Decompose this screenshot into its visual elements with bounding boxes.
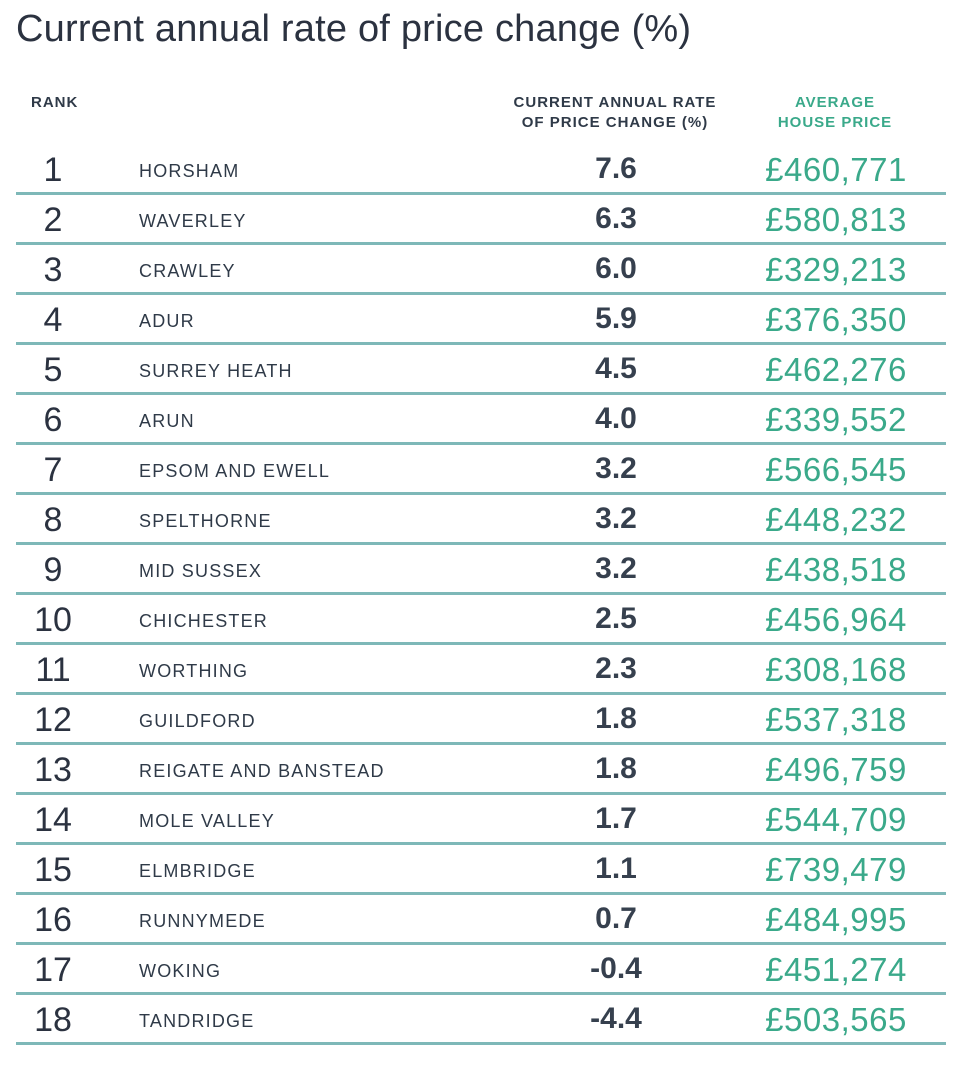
rate-value: 3.2 xyxy=(595,452,637,485)
rank-cell: 11 xyxy=(35,651,71,689)
district-name: EPSOM AND EWELL xyxy=(139,461,331,481)
price-value: £438,518 xyxy=(765,551,907,588)
rank-cell: 1 xyxy=(43,151,63,189)
district-name: SPELTHORNE xyxy=(139,511,272,531)
rate-value: 6.0 xyxy=(595,252,637,285)
table-row: 12 GUILDFORD 1.8 £537,318 xyxy=(16,695,946,745)
table-row: 9 MID SUSSEX 3.2 £438,518 xyxy=(16,545,946,595)
rate-value: 4.5 xyxy=(595,352,637,385)
rate-value: 2.5 xyxy=(595,602,637,635)
table-row: 6 ARUN 4.0 £339,552 xyxy=(16,395,946,445)
district-name: MOLE VALLEY xyxy=(139,811,275,831)
price-value: £462,276 xyxy=(765,351,907,388)
price-value: £339,552 xyxy=(765,401,907,438)
table-row: 14 MOLE VALLEY 1.7 £544,709 xyxy=(16,795,946,845)
table-row: 10 CHICHESTER 2.5 £456,964 xyxy=(16,595,946,645)
rank-cell: 9 xyxy=(43,551,63,589)
price-value: £329,213 xyxy=(765,251,907,288)
table-row: 15 ELMBRIDGE 1.1 £739,479 xyxy=(16,845,946,895)
ranking-table: 1 HORSHAM 7.6 £460,771 2 WAVERLEY 6.3 £580,813 3… xyxy=(16,145,946,1045)
table-row: 17 WOKING -0.4 £451,274 xyxy=(16,945,946,995)
rate-value: 0.7 xyxy=(595,902,637,935)
table-row: 7 EPSOM AND EWELL 3.2 £566,545 xyxy=(16,445,946,495)
district-name: ELMBRIDGE xyxy=(139,861,256,881)
price-value: £580,813 xyxy=(765,201,907,238)
table-row: 18 TANDRIDGE -4.4 £503,565 xyxy=(16,995,946,1045)
rank-cell: 12 xyxy=(34,701,72,739)
price-value: £484,995 xyxy=(765,901,907,938)
price-value: £496,759 xyxy=(765,751,907,788)
table-row: 1 HORSHAM 7.6 £460,771 xyxy=(16,145,946,195)
rate-value: 3.2 xyxy=(595,552,637,585)
price-value: £537,318 xyxy=(765,701,907,738)
table-row: 16 RUNNYMEDE 0.7 £484,995 xyxy=(16,895,946,945)
price-value: £308,168 xyxy=(765,651,907,688)
district-name: ARUN xyxy=(139,411,195,431)
table-row: 2 WAVERLEY 6.3 £580,813 xyxy=(16,195,946,245)
rank-cell: 17 xyxy=(34,951,72,989)
price-value: £503,565 xyxy=(765,1001,907,1038)
rank-cell: 5 xyxy=(43,351,63,389)
rate-value: 2.3 xyxy=(595,652,637,685)
rate-value: 7.6 xyxy=(595,152,637,185)
rank-cell: 14 xyxy=(34,801,72,839)
rank-cell: 15 xyxy=(34,851,72,889)
rank-cell: 7 xyxy=(43,451,63,489)
district-name: HORSHAM xyxy=(139,161,240,181)
rank-cell: 8 xyxy=(43,501,63,539)
header-rate-line1: CURRENT ANNUAL RATE xyxy=(513,94,717,111)
rate-value: 3.2 xyxy=(595,502,637,535)
rank-cell: 16 xyxy=(34,901,72,939)
price-value: £376,350 xyxy=(765,301,907,338)
price-value: £544,709 xyxy=(765,801,907,838)
district-name: REIGATE AND BANSTEAD xyxy=(139,761,385,781)
price-value: £460,771 xyxy=(765,151,907,188)
district-name: WAVERLEY xyxy=(139,211,247,231)
rank-cell: 2 xyxy=(43,201,63,239)
table-row: 3 CRAWLEY 6.0 £329,213 xyxy=(16,245,946,295)
price-value: £448,232 xyxy=(765,501,907,538)
price-value: £456,964 xyxy=(765,601,907,638)
rate-value: 4.0 xyxy=(595,402,637,435)
header-rate-line2: OF PRICE CHANGE (%) xyxy=(521,114,709,131)
district-name: SURREY HEATH xyxy=(139,361,293,381)
price-value: £451,274 xyxy=(765,951,907,988)
rank-cell: 6 xyxy=(43,401,63,439)
district-name: CRAWLEY xyxy=(139,261,236,281)
rank-cell: 18 xyxy=(34,1001,72,1039)
table-row: 11 WORTHING 2.3 £308,168 xyxy=(16,645,946,695)
rate-value: 1.8 xyxy=(595,702,637,735)
district-name: TANDRIDGE xyxy=(139,1011,255,1031)
district-name: RUNNYMEDE xyxy=(139,911,266,931)
table-row: 5 SURREY HEATH 4.5 £462,276 xyxy=(16,345,946,395)
rate-value: -4.4 xyxy=(590,1002,642,1035)
rate-value: 1.8 xyxy=(595,752,637,785)
rate-value: 1.1 xyxy=(595,852,637,885)
rate-value: -0.4 xyxy=(590,952,642,985)
table-row: 8 SPELTHORNE 3.2 £448,232 xyxy=(16,495,946,545)
price-value: £739,479 xyxy=(765,851,907,888)
rate-value: 6.3 xyxy=(595,202,637,235)
rank-cell: 4 xyxy=(43,301,63,339)
district-name: CHICHESTER xyxy=(139,611,269,631)
header-price: AVERAGE HOUSE PRICE xyxy=(750,93,920,133)
header-rate: CURRENT ANNUAL RATE OF PRICE CHANGE (%) xyxy=(495,93,735,133)
table-row: 4 ADUR 5.9 £376,350 xyxy=(16,295,946,345)
rank-cell: 10 xyxy=(34,601,72,639)
rank-cell: 13 xyxy=(34,751,72,789)
price-value: £566,545 xyxy=(765,451,907,488)
header-price-line1: AVERAGE xyxy=(794,94,876,111)
district-name: MID SUSSEX xyxy=(139,561,263,581)
district-name: GUILDFORD xyxy=(139,711,256,731)
rate-value: 5.9 xyxy=(595,302,637,335)
header-rank: RANK xyxy=(31,94,79,111)
rate-value: 1.7 xyxy=(595,802,637,835)
chart-title: Current annual rate of price change (%) xyxy=(16,8,692,50)
table-row: 13 REIGATE AND BANSTEAD 1.8 £496,759 xyxy=(16,745,946,795)
district-name: WOKING xyxy=(139,961,222,981)
district-name: ADUR xyxy=(139,311,195,331)
district-name: WORTHING xyxy=(139,661,249,681)
header-price-line2: HOUSE PRICE xyxy=(777,114,893,131)
rank-cell: 3 xyxy=(43,251,63,289)
